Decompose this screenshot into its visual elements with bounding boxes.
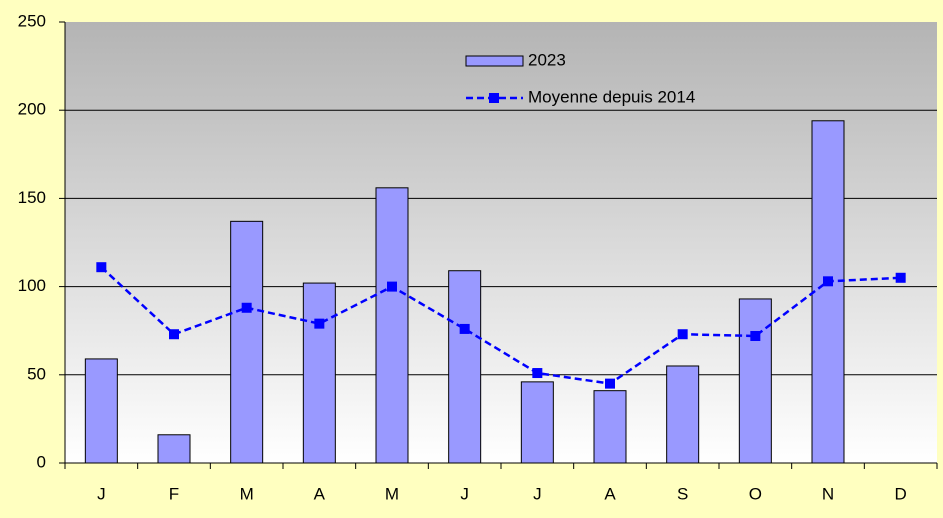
marker <box>750 330 761 341</box>
marker <box>387 281 397 292</box>
y-tick-label: 250 <box>18 11 46 30</box>
marker <box>314 318 325 329</box>
marker <box>895 272 906 283</box>
marker <box>169 329 179 340</box>
x-tick-label: J <box>97 484 106 503</box>
x-tick-label: N <box>822 484 834 503</box>
marker <box>241 302 252 313</box>
y-tick-label: 50 <box>27 364 46 383</box>
x-tick-label: S <box>677 484 688 503</box>
x-tick-label: O <box>749 484 762 503</box>
bar <box>157 434 191 464</box>
legend-label: 2023 <box>528 50 566 69</box>
bar <box>302 282 336 464</box>
x-tick-label: A <box>604 484 616 503</box>
y-tick-label: 0 <box>37 452 46 471</box>
y-tick-label: 100 <box>18 276 46 295</box>
marker <box>96 262 107 273</box>
legend-marker <box>489 93 499 103</box>
x-tick-label: F <box>169 484 179 503</box>
y-tick-label: 150 <box>18 188 46 207</box>
x-tick-label: D <box>895 484 907 503</box>
x-tick-label: A <box>314 484 326 503</box>
x-tick-label: M <box>240 484 254 503</box>
marker <box>605 378 615 389</box>
bar <box>84 358 118 464</box>
marker <box>532 368 543 379</box>
x-tick-label: J <box>533 484 542 503</box>
bar <box>738 298 772 464</box>
legend-label: Moyenne depuis 2014 <box>528 87 695 106</box>
bar <box>520 381 554 464</box>
bar <box>666 365 700 464</box>
marker <box>677 329 688 340</box>
plot-area <box>65 22 937 463</box>
bar <box>448 270 482 464</box>
bar <box>811 120 845 464</box>
bar <box>593 390 627 464</box>
bar <box>375 187 409 464</box>
legend-swatch <box>465 55 524 67</box>
marker <box>459 323 470 334</box>
marker <box>823 276 833 287</box>
line <box>100 266 901 385</box>
bar <box>230 220 264 464</box>
y-tick-label: 200 <box>18 100 46 119</box>
x-tick-label: J <box>460 484 469 503</box>
x-tick-label: M <box>385 484 399 503</box>
